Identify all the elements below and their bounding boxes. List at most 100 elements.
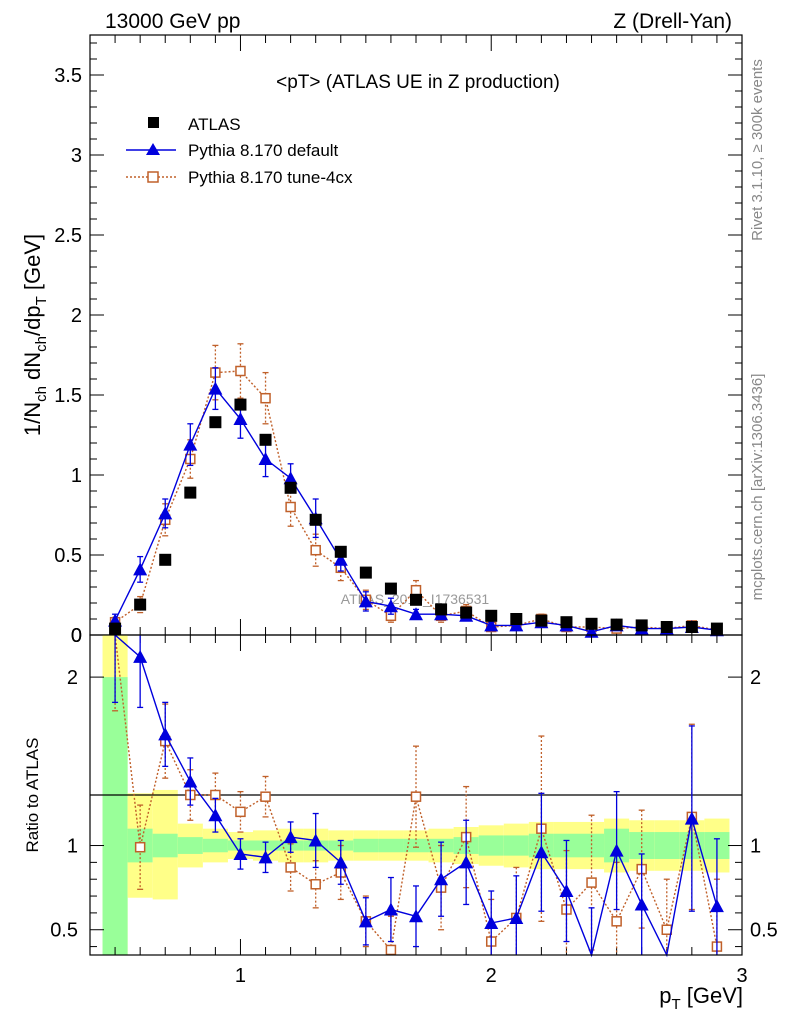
legend-marker-tune xyxy=(147,171,159,183)
mcplots-label: mcplots.cern.ch [arXiv:1306.3436] xyxy=(749,374,766,601)
ratio-default-point xyxy=(158,727,173,741)
ratio-y-tick-label-right: 0.5 xyxy=(750,920,778,942)
ratio-tune-point xyxy=(260,791,271,802)
band-inner xyxy=(503,835,529,856)
xlabel: pT [GeV] xyxy=(659,983,743,1013)
atlas-point xyxy=(209,416,222,429)
ratio-default-point xyxy=(283,830,298,844)
y-tick-label: 2.5 xyxy=(54,225,82,247)
band-inner xyxy=(102,677,128,955)
x-tick-label: 2 xyxy=(486,965,497,987)
ratio-tune-point xyxy=(385,944,397,956)
legend-label-default: Pythia 8.170 default xyxy=(188,141,339,160)
band-inner xyxy=(202,838,228,853)
band-inner xyxy=(177,837,203,854)
ratio-default-point xyxy=(333,855,348,869)
ratio-default-point xyxy=(133,649,148,663)
atlas-point xyxy=(309,513,322,526)
y-tick-label: 3 xyxy=(71,145,82,167)
default-point xyxy=(258,452,273,465)
ratio-frame xyxy=(89,634,743,956)
y-tick-label: 1.5 xyxy=(54,385,82,407)
ratio-default-point xyxy=(534,845,549,859)
tune-point xyxy=(410,584,422,596)
atlas-point xyxy=(460,606,473,619)
y-tick-label: 2 xyxy=(71,305,82,327)
legend-label-tune: Pythia 8.170 tune-4cx xyxy=(188,168,353,187)
ratio-tune-point xyxy=(611,916,622,927)
ratio-default-point xyxy=(258,850,273,864)
ratio-tune-point xyxy=(586,877,597,888)
ratio-default-point xyxy=(634,897,649,911)
atlas-point xyxy=(234,398,247,411)
ratio-tune-point xyxy=(661,924,673,935)
x-tick-label: 1 xyxy=(235,965,246,987)
ratio-default-point xyxy=(509,910,524,924)
atlas-point xyxy=(334,545,347,558)
rivet-label: Rivet 3.1.10, ≥ 300k events xyxy=(749,59,766,241)
tune-point xyxy=(235,365,246,377)
band-inner xyxy=(478,835,504,856)
band-inner xyxy=(152,833,178,858)
atlas-point xyxy=(710,622,723,635)
atlas-point xyxy=(159,553,172,566)
main-ylabel: 1/Nch dNch/dpT [GeV] xyxy=(20,234,50,436)
default-point xyxy=(484,618,499,632)
ratio-default-point xyxy=(233,846,248,860)
ratio-y-tick-label-right: 2 xyxy=(750,667,761,689)
atlas-point xyxy=(259,433,272,446)
atlas-point xyxy=(685,621,698,633)
main-panel: 00.511.522.533.50 <pT> (ATLAS UE in Z pr… xyxy=(20,34,743,647)
default-point xyxy=(358,594,373,608)
ratio-data-marks xyxy=(112,634,724,958)
atlas-point xyxy=(585,617,598,630)
atlas-point xyxy=(410,593,422,606)
ratio-default-point xyxy=(383,902,398,916)
y-tick-label: 0.5 xyxy=(54,545,82,567)
atlas-point xyxy=(510,613,523,625)
default-point xyxy=(183,437,198,451)
atlas-point xyxy=(610,618,623,631)
band-inner xyxy=(654,832,680,859)
ratio-default-point xyxy=(559,884,574,897)
ratio-y-tick-label: 2 xyxy=(67,667,78,689)
legend-label-atlas: ATLAS xyxy=(188,115,241,134)
ratio-default-point xyxy=(358,914,373,928)
ratio-uncertainty-bands xyxy=(102,635,730,955)
ratio-default-point xyxy=(208,808,223,822)
y-tick-label-zero: 0 xyxy=(71,625,82,647)
band-inner xyxy=(403,838,429,853)
tune-point xyxy=(285,501,296,513)
default-point xyxy=(233,412,248,425)
atlas-point xyxy=(485,609,498,622)
atlas-point xyxy=(660,621,673,633)
tune-point xyxy=(310,544,321,556)
ratio-tune-point xyxy=(235,806,246,818)
atlas-point xyxy=(560,616,573,629)
main-title-text: <pT> (ATLAS UE in Z production) xyxy=(276,72,560,93)
default-point xyxy=(158,506,173,520)
legend-marker-atlas xyxy=(148,117,159,128)
ratio-axis-ticks: 0.5 0.5 1 1 2 2 1 2 3 xyxy=(50,635,778,987)
band-inner xyxy=(579,833,605,858)
atlas-point xyxy=(384,582,397,595)
ratio-default-point xyxy=(308,833,323,847)
default-point xyxy=(208,381,223,395)
ratio-tune-point xyxy=(285,862,296,873)
ratio-default-point xyxy=(484,916,499,929)
ratio-default-point xyxy=(434,872,449,886)
ratio-tune-point xyxy=(310,879,321,890)
atlas-point xyxy=(359,566,372,579)
atlas-point xyxy=(284,481,297,494)
default-point xyxy=(283,471,298,485)
ratio-y-tick-label-right: 1 xyxy=(750,836,761,858)
ratio-default-point xyxy=(709,899,724,913)
band-inner xyxy=(353,838,379,853)
atlas-point xyxy=(134,598,147,611)
ratio-default-point xyxy=(684,811,699,825)
ratio-default-point xyxy=(609,843,624,857)
default-point xyxy=(333,552,348,566)
main-data-marks xyxy=(108,343,724,638)
ratio-panel: 0.5 0.5 1 1 2 2 1 2 3 Ratio to ATLAS pT [GeV] xyxy=(23,634,778,1013)
